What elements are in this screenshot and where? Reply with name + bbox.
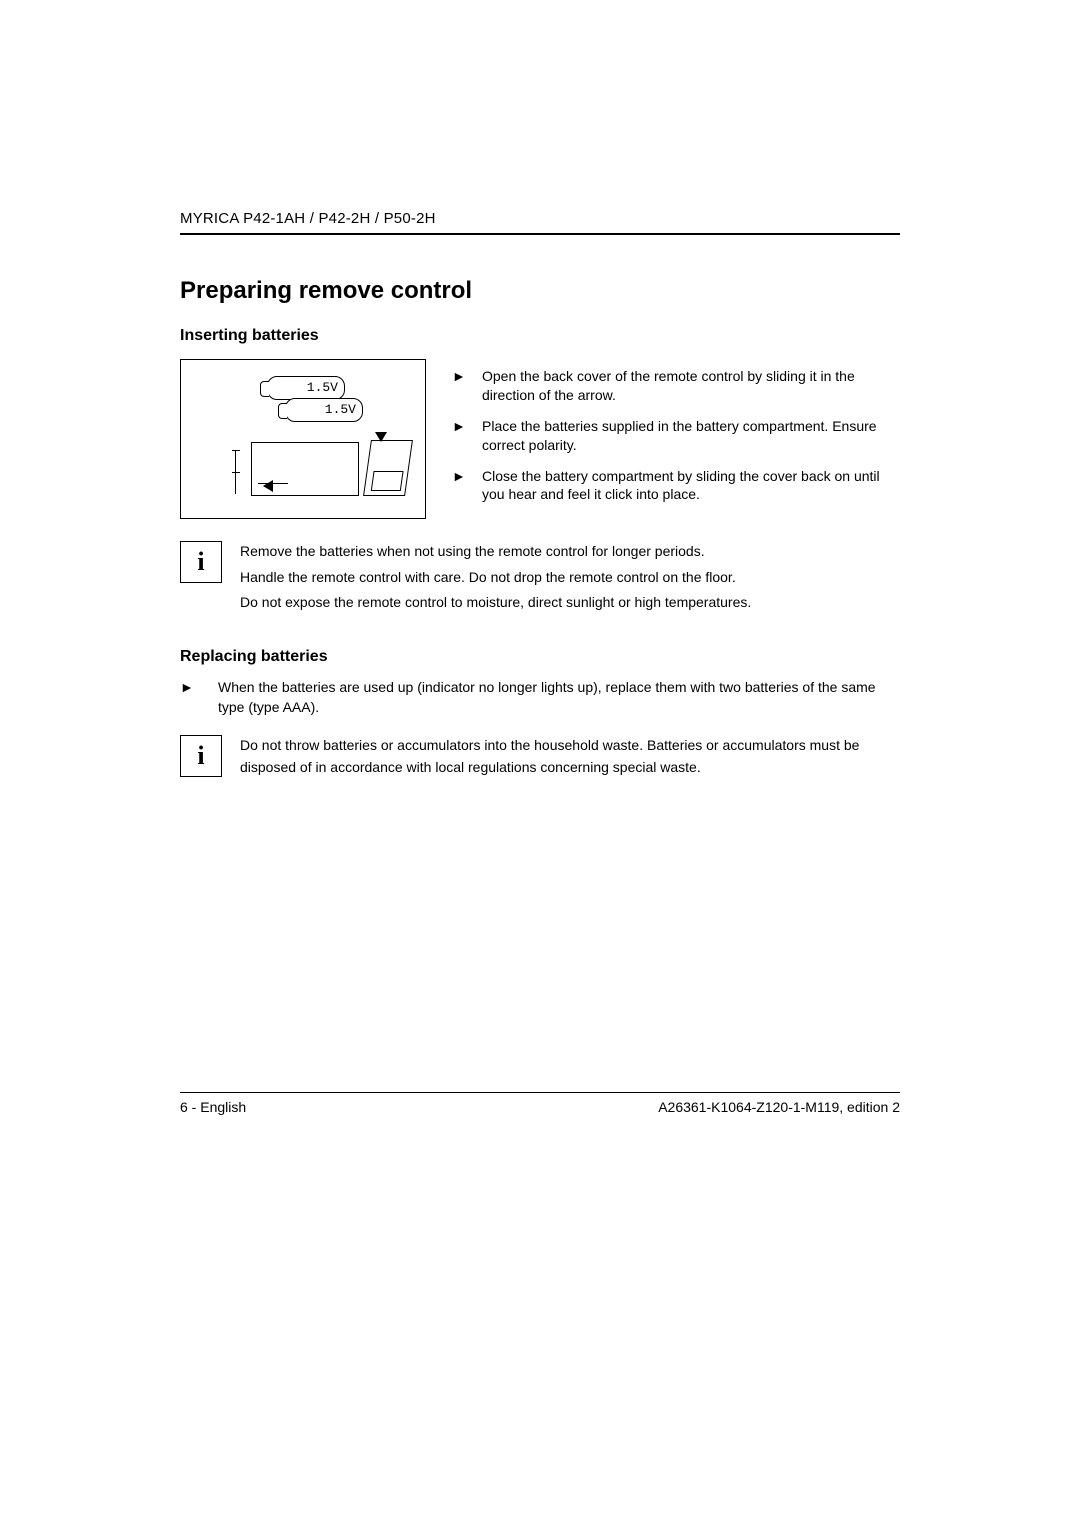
battery-2-label: 1.5V — [285, 398, 363, 422]
inserting-info-text: Remove the batteries when not using the … — [240, 541, 751, 618]
inserting-heading: Inserting batteries — [180, 327, 900, 345]
header-product-line: MYRICA P42-1AH / P42-2H / P50-2H — [180, 210, 900, 235]
step-text: Place the batteries supplied in the batt… — [482, 417, 900, 455]
replacing-steps-list: ► When the batteries are used up (indica… — [180, 678, 900, 717]
replacing-step-1: ► When the batteries are used up (indica… — [180, 678, 900, 717]
replacing-info-box: i Do not throw batteries or accumulators… — [180, 735, 900, 782]
diagram-marks — [235, 450, 236, 494]
inserting-step-2: ► Place the batteries supplied in the ba… — [452, 417, 900, 455]
info-line: Handle the remote control with care. Do … — [240, 567, 751, 589]
info-line: Do not expose the remote control to mois… — [240, 592, 751, 614]
replacing-heading: Replacing batteries — [180, 648, 900, 666]
step-text: Close the battery compartment by sliding… — [482, 467, 900, 505]
battery-1-label: 1.5V — [267, 376, 345, 400]
info-icon: i — [180, 541, 222, 583]
triangle-bullet-icon: ► — [452, 367, 466, 405]
inserting-info-box: i Remove the batteries when not using th… — [180, 541, 900, 618]
info-icon: i — [180, 735, 222, 777]
compartment-arrow-icon — [263, 480, 273, 492]
inserting-step-3: ► Close the battery compartment by slidi… — [452, 467, 900, 505]
inserting-step-1: ► Open the back cover of the remote cont… — [452, 367, 900, 405]
step-text: Open the back cover of the remote contro… — [482, 367, 900, 405]
info-line: Do not throw batteries or accumulators i… — [240, 735, 900, 778]
footer-right: A26361-K1064-Z120-1-M119, edition 2 — [658, 1099, 900, 1115]
section-heading: Preparing remove control — [180, 277, 900, 305]
replacing-info-text: Do not throw batteries or accumulators i… — [240, 735, 900, 782]
battery-diagram: 1.5V 1.5V — [180, 359, 426, 519]
triangle-bullet-icon: ► — [452, 417, 466, 455]
inserting-steps-list: ► Open the back cover of the remote cont… — [452, 359, 900, 516]
document-page: MYRICA P42-1AH / P42-2H / P50-2H Prepari… — [180, 210, 900, 783]
cover-shape — [363, 440, 413, 496]
info-line: Remove the batteries when not using the … — [240, 541, 751, 563]
page-footer: 6 - English A26361-K1064-Z120-1-M119, ed… — [180, 1092, 900, 1115]
triangle-bullet-icon: ► — [180, 678, 194, 717]
step-text: When the batteries are used up (indicato… — [218, 678, 900, 717]
figure-and-steps-row: 1.5V 1.5V ► Open the back cover of the r… — [180, 359, 900, 519]
footer-left: 6 - English — [180, 1099, 246, 1115]
cover-arrow-icon — [375, 432, 387, 442]
triangle-bullet-icon: ► — [452, 467, 466, 505]
